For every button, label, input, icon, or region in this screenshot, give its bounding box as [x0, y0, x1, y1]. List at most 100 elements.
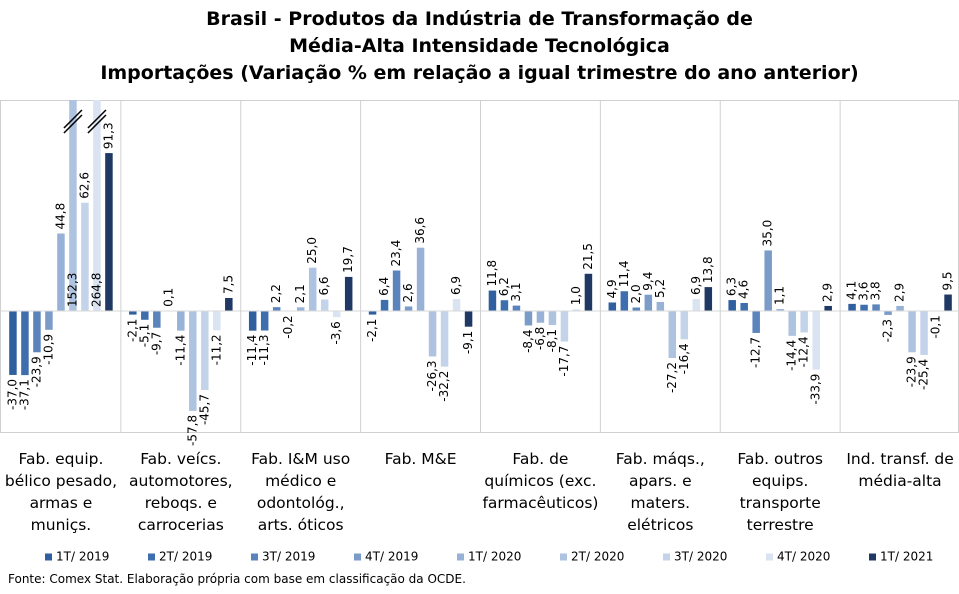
bar [33, 310, 41, 353]
data-label: -37,1 [17, 379, 31, 410]
x-tick-label: Fab. veícs. automotores, reboqs. e carro… [129, 450, 233, 534]
bar [404, 306, 413, 311]
data-label: -3,6 [329, 321, 343, 344]
bar [680, 310, 689, 340]
legend-swatch [457, 553, 464, 561]
data-label: 1,0 [569, 286, 583, 305]
bar [692, 299, 701, 311]
data-label: -2,1 [365, 319, 379, 342]
legend-swatch [869, 553, 876, 561]
title-block: Brasil - Produtos da Indústria de Transf… [0, 6, 959, 87]
data-label: -5,1 [137, 324, 151, 347]
bar [536, 310, 545, 323]
legend-label: 4T/ 2019 [365, 550, 418, 564]
data-label: 3,1 [509, 283, 523, 302]
bar [656, 301, 665, 311]
bar [812, 310, 820, 370]
data-label: 264,8 [89, 273, 103, 307]
bar [416, 247, 425, 311]
data-label: -57,8 [185, 415, 199, 446]
data-label: -10,9 [41, 334, 55, 365]
data-label: 91,3 [101, 122, 115, 149]
bar [572, 309, 581, 311]
bar [548, 310, 557, 325]
bar [260, 310, 269, 331]
legend-label: 3T/ 2019 [262, 550, 315, 564]
bars [9, 100, 952, 411]
bar [81, 202, 89, 311]
data-label: 9,5 [941, 271, 955, 290]
bar [177, 310, 185, 331]
bar [213, 310, 221, 331]
data-label: 11,8 [485, 260, 499, 287]
data-label: 6,4 [377, 277, 391, 296]
data-label: 3,6 [857, 282, 871, 301]
bar [908, 310, 916, 353]
data-label: -26,3 [425, 360, 439, 391]
data-label: -9,7 [149, 332, 163, 355]
bar [620, 291, 629, 311]
data-label: -12,7 [749, 337, 763, 368]
data-label: -11,4 [173, 335, 187, 366]
data-label: -11,4 [245, 335, 259, 366]
data-label: 2,9 [893, 283, 907, 302]
data-label: -16,4 [677, 343, 691, 374]
legend-label: 4T/ 2020 [777, 550, 830, 564]
bar [225, 297, 233, 311]
bar [740, 303, 748, 311]
data-label: -8,1 [545, 329, 559, 352]
data-label: 2,0 [629, 284, 643, 303]
data-label: 6,9 [689, 276, 703, 295]
bar [9, 310, 17, 375]
bar [632, 307, 641, 311]
data-label: 2,1 [293, 284, 307, 303]
bar [296, 307, 305, 311]
legend-swatch [766, 553, 773, 561]
bar [512, 305, 521, 311]
bar [380, 299, 389, 311]
data-label: 2,6 [401, 283, 415, 302]
legend-label: 1T/ 2021 [880, 550, 933, 564]
data-label: -23,9 [905, 356, 919, 387]
data-label: 19,7 [341, 246, 355, 273]
data-label: -32,2 [437, 371, 451, 402]
data-label: 36,6 [413, 217, 427, 244]
bar [608, 302, 617, 311]
bar [668, 310, 677, 358]
data-label: 13,8 [701, 256, 715, 283]
bar [21, 310, 29, 376]
bar [153, 310, 161, 328]
data-label: -0,1 [929, 315, 943, 338]
bar [248, 310, 257, 331]
axis-break [63, 114, 83, 134]
bar [201, 310, 209, 390]
bar [788, 310, 796, 336]
data-label: 44,8 [53, 203, 67, 230]
bar [500, 300, 509, 311]
data-label: 6,3 [725, 277, 739, 296]
bar [344, 276, 353, 311]
data-label: 1,1 [773, 286, 787, 305]
data-label: 4,6 [737, 280, 751, 299]
bar [872, 304, 880, 311]
x-tick-label: Fab. outros equips. transporte terrestre [737, 450, 824, 534]
bar [428, 310, 437, 357]
data-label: -45,7 [197, 394, 211, 425]
chart-title: Brasil - Produtos da Indústria de Transf… [206, 8, 753, 30]
data-label: 6,6 [317, 276, 331, 295]
data-label: -23,9 [29, 356, 43, 387]
data-label: 2,2 [269, 284, 283, 303]
data-label: -14,4 [785, 340, 799, 371]
x-tick-label: Fab. M&E [384, 450, 457, 468]
bar [920, 310, 928, 355]
legend-label: 2T/ 2019 [159, 550, 212, 564]
bar [272, 307, 281, 311]
data-label: 3,8 [869, 281, 883, 300]
legend-label: 2T/ 2020 [571, 550, 624, 564]
bar [332, 310, 341, 318]
bar [452, 299, 461, 311]
data-label: -12,4 [797, 336, 811, 367]
data-label: 11,4 [617, 261, 631, 288]
bar [488, 290, 497, 311]
data-label: -33,9 [809, 374, 823, 405]
